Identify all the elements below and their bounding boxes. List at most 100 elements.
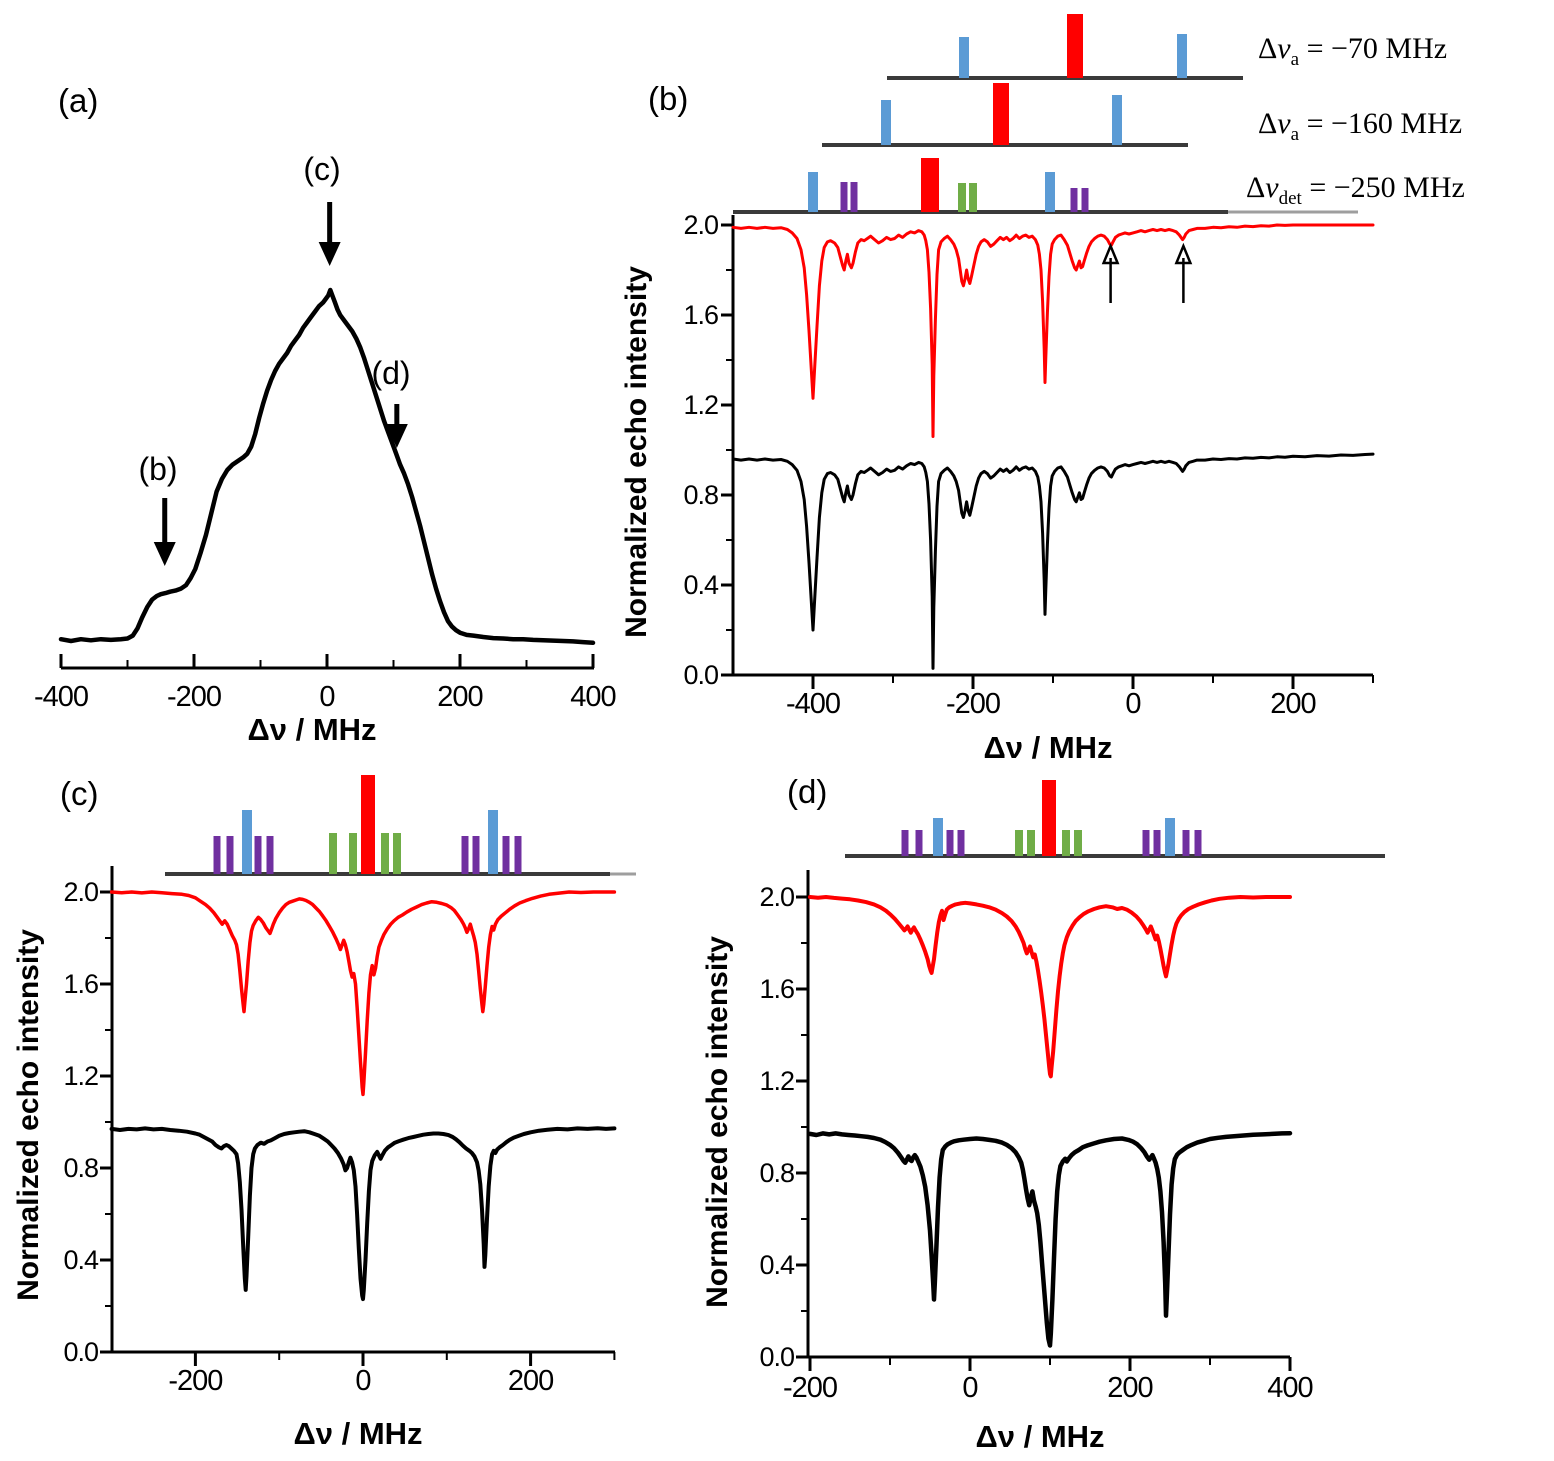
x-tick-label: 200 (508, 1365, 553, 1397)
trace-red-c (109, 890, 617, 1097)
stick-bar-red (921, 158, 939, 212)
down-arrow-head (385, 424, 408, 448)
stick-bar-blue (933, 818, 943, 856)
y-tick-label: 1.6 (759, 974, 794, 1004)
y-tick-label: 0.8 (683, 480, 718, 510)
stick-bar-purple (502, 836, 510, 874)
stick-bar-purple (946, 830, 954, 856)
stick-bar-blue (242, 810, 252, 874)
x-tick-label: -200 (946, 688, 1000, 720)
panel-a-marker-label: (b) (138, 451, 177, 487)
stick-bar-green (1062, 830, 1070, 856)
stick-bar-purple (915, 830, 923, 856)
stick-bar-purple (1182, 830, 1190, 856)
y-tick-label: 2.0 (683, 210, 718, 240)
stick-bar-purple (850, 182, 858, 212)
panel-d-xaxis-title: Δν / MHz (975, 1419, 1104, 1454)
panel-a-xaxis-title: Δν / MHz (247, 712, 376, 747)
x-tick-label: 0 (962, 1372, 977, 1404)
x-tick-label: -200 (168, 1365, 222, 1397)
stick-bar-green (958, 183, 966, 212)
panel-d-yaxis-title: Normalized echo intensity (701, 936, 734, 1308)
stick-bar-purple (254, 836, 262, 874)
trace-black-a (58, 287, 596, 646)
down-arrow-head (153, 542, 176, 566)
stick-bar-purple (226, 836, 234, 874)
y-tick-label: 1.2 (683, 390, 718, 420)
y-tick-label: 2.0 (63, 877, 98, 907)
trace-red-d (808, 895, 1292, 1079)
panel-b-xaxis-title: Δν / MHz (983, 730, 1112, 765)
panel-a-label: (a) (58, 82, 98, 119)
stick-bar-blue (808, 172, 818, 212)
panel-c-xaxis-title: Δν / MHz (293, 1416, 422, 1451)
stick-bar-purple (1081, 188, 1089, 212)
stick-bar-red (361, 775, 375, 874)
stick-bar-green (393, 833, 401, 874)
stick-bar-green (1074, 830, 1082, 856)
stick-bar-purple (266, 836, 274, 874)
trace-black-d (807, 1130, 1293, 1348)
stick-bar-blue (959, 37, 969, 78)
stick-bar-blue (1045, 172, 1055, 212)
pump-offset-label-2: Δνa = −160 MHz (1258, 107, 1462, 145)
up-arrow-head (1101, 242, 1120, 265)
stick-bar-purple (472, 836, 480, 874)
stick-bar-red (1067, 14, 1083, 78)
stick-bar-purple (461, 836, 469, 874)
y-tick-label: 1.6 (683, 300, 718, 330)
x-tick-label: -400 (786, 688, 840, 720)
x-tick-label: 200 (1107, 1372, 1152, 1404)
plots-layer: -400 -200 0 200 400 (b) (c) (d) -400 -200 0 200 0.0 0… (34, 14, 1385, 1404)
stick-bar-blue (1177, 34, 1187, 78)
stick-bar-purple (901, 830, 909, 856)
stick-bar-red (1042, 780, 1056, 856)
stick-bar-purple (1070, 188, 1078, 212)
pump-offset-label-1: Δνa = −70 MHz (1258, 32, 1447, 70)
stick-bar-purple (1142, 830, 1150, 856)
stick-bar-purple (840, 182, 848, 212)
stick-bar-blue (1165, 818, 1175, 856)
detection-offset-label: Δνdet = −250 MHz (1246, 171, 1465, 209)
trace-black-b (731, 452, 1375, 670)
y-tick-label: 0.8 (63, 1153, 98, 1183)
stick-bar-purple (1153, 830, 1161, 856)
y-tick-label: 0.0 (759, 1342, 794, 1372)
y-tick-label: 1.2 (63, 1061, 98, 1091)
panel-a-marker-label: (d) (371, 355, 410, 391)
panel-c-label: (c) (60, 775, 98, 812)
x-tick-label: 0 (355, 1365, 370, 1397)
panel-c-yaxis-title: Normalized echo intensity (12, 929, 45, 1301)
x-tick-label: -400 (34, 681, 88, 713)
x-tick-label: -200 (167, 681, 221, 713)
x-tick-label: 200 (437, 681, 482, 713)
stick-bar-green (1015, 830, 1023, 856)
stick-bar-blue (881, 100, 891, 145)
stick-bar-purple (213, 836, 221, 874)
panel-d: -200 0 200 400 0.0 0.4 0.8 1.2 1.6 2.0 (759, 780, 1385, 1404)
y-tick-label: 0.8 (759, 1158, 794, 1188)
trace-black-c (109, 1126, 617, 1302)
y-tick-label: 0.0 (63, 1337, 98, 1367)
y-tick-label: 0.4 (759, 1250, 795, 1280)
stick-bar-green (381, 833, 389, 874)
stick-bar-green (329, 833, 337, 874)
y-tick-label: 1.6 (63, 969, 98, 999)
stick-bar-purple (957, 830, 965, 856)
x-tick-label: 400 (1267, 1372, 1312, 1404)
y-tick-label: 0.4 (683, 570, 719, 600)
panel-b-label: (b) (648, 80, 688, 117)
stick-bar-red (993, 83, 1009, 145)
stick-bar-blue (1112, 95, 1122, 145)
panel-d-label: (d) (787, 773, 827, 810)
panel-b: -400 -200 0 200 0.0 0.4 0.8 1.2 1.6 2.0 (683, 14, 1375, 720)
stick-bar-green (1027, 830, 1035, 856)
stick-bar-blue (488, 810, 498, 874)
stick-bar-green (349, 833, 357, 874)
panel-a-marker-label: (c) (303, 151, 340, 187)
panel-c: -200 0 200 0.0 0.4 0.8 1.2 1.6 2.0 (63, 775, 636, 1397)
y-tick-label: 0.0 (683, 660, 718, 690)
x-tick-label: -200 (783, 1372, 837, 1404)
x-tick-label: 0 (319, 681, 334, 713)
